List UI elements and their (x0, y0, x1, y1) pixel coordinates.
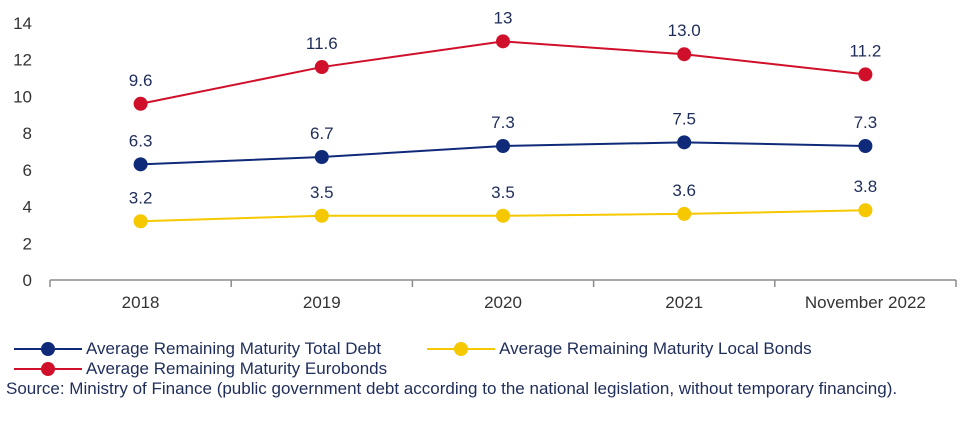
series-1-data-label-3: 3.6 (672, 181, 696, 200)
series-0-data-label-2: 7.3 (491, 113, 515, 132)
legend-swatch-eurobonds (14, 362, 82, 376)
series-0-point-4 (858, 138, 873, 153)
series-2-data-label-0: 9.6 (129, 71, 153, 90)
series-2-data-label-4: 11.2 (849, 41, 881, 60)
y-tick-label-1: 2 (23, 234, 32, 253)
series-2-point-4 (858, 67, 873, 82)
series-1-point-0 (133, 214, 148, 229)
data-labels: 6.3 6.7 7.3 7.5 7.3 3.2 3.5 3.5 3.6 3.8 9.6 11.6 13 1… (129, 8, 882, 207)
series-2-data-label-2: 13 (494, 8, 513, 27)
y-tick-label-6: 12 (13, 51, 32, 70)
series-line-2 (140, 40, 866, 105)
x-axis-ticks: 2018 2019 2020 2021 November 2022 (49, 280, 957, 312)
source-note: Source: Ministry of Finance (public gove… (6, 379, 898, 398)
x-tick-label-3: 2021 (665, 293, 703, 312)
series-1-point-3 (677, 206, 692, 221)
legend-row-1: Average Remaining Maturity Total Debt Av… (14, 339, 974, 359)
series-0-point-1 (314, 150, 329, 165)
legend-label-local-bonds: Average Remaining Maturity Local Bonds (499, 339, 812, 358)
x-tick-label-4: November 2022 (805, 293, 926, 312)
y-tick-label-4: 8 (23, 124, 32, 143)
legend-swatch-total-debt (14, 342, 82, 356)
line-chart: 0 2 4 6 8 10 12 14 2018 2019 2020 2021 November 202… (13, 8, 957, 312)
series-1-point-2 (496, 208, 510, 223)
series-0-point-3 (677, 135, 692, 150)
legend-item-local-bonds: Average Remaining Maturity Local Bonds (427, 339, 812, 359)
series-0-data-label-4: 7.3 (854, 113, 878, 132)
series-2-data-label-3: 13.0 (668, 21, 701, 40)
series-1-data-label-0: 3.2 (129, 188, 153, 207)
series-0-data-label-0: 6.3 (129, 131, 153, 150)
series-1-data-label-2: 3.5 (491, 183, 515, 202)
legend-swatch-local-bonds (427, 342, 496, 356)
legend-label-eurobonds: Average Remaining Maturity Eurobonds (86, 359, 388, 378)
y-tick-label-7: 14 (13, 14, 32, 33)
series-0-data-label-3: 7.5 (672, 109, 696, 128)
series-2-point-3 (677, 47, 692, 62)
series-1-data-label-4: 3.8 (854, 177, 878, 196)
legend: Average Remaining Maturity Total Debt Av… (14, 339, 974, 379)
legend-row-2: Average Remaining Maturity Eurobonds (14, 359, 974, 379)
series-2-data-label-1: 11.6 (306, 34, 338, 53)
series-points (133, 34, 873, 229)
y-tick-label-0: 0 (23, 271, 32, 290)
x-tick-label-1: 2019 (303, 293, 341, 312)
series-1-data-label-1: 3.5 (310, 183, 334, 202)
legend-label-total-debt: Average Remaining Maturity Total Debt (86, 339, 382, 358)
series-0-point-2 (496, 138, 510, 153)
legend-item-eurobonds: Average Remaining Maturity Eurobonds (14, 359, 387, 379)
x-tick-label-0: 2018 (122, 293, 160, 312)
y-axis-ticks: 0 2 4 6 8 10 12 14 (13, 14, 32, 290)
y-tick-label-2: 4 (23, 198, 32, 217)
series-2-point-1 (314, 60, 329, 75)
y-tick-label-5: 10 (13, 87, 32, 106)
legend-item-total-debt: Average Remaining Maturity Total Debt (14, 339, 381, 359)
y-tick-label-3: 6 (23, 161, 32, 180)
series-1-point-1 (314, 208, 329, 223)
x-tick-label-2: 2020 (484, 293, 522, 312)
series-1-point-4 (858, 203, 873, 218)
series-2-point-0 (133, 96, 148, 111)
series-2-point-2 (496, 34, 510, 49)
series-0-data-label-1: 6.7 (310, 124, 334, 143)
series-0-point-0 (133, 157, 148, 172)
